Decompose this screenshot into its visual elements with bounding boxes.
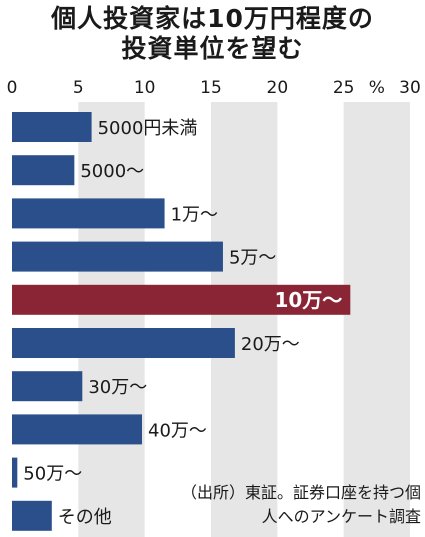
bar	[12, 414, 143, 445]
bar	[12, 500, 52, 531]
title-line-1: 個人投資家は10万円程度の	[51, 4, 374, 33]
bar	[12, 112, 92, 142]
bar-label: 5000円未満	[98, 118, 198, 139]
source-note-line-1: （出所）東証。証券口座を持つ個	[181, 483, 421, 502]
x-tick-label: 30	[399, 78, 421, 98]
bar-label: 40万～	[148, 420, 207, 441]
bar	[12, 457, 18, 488]
bar-label: 30万～	[88, 377, 147, 398]
x-tick-label: 10	[134, 78, 156, 98]
x-tick-label: 25	[333, 78, 355, 98]
bar-label: 5000～	[80, 161, 144, 182]
bar	[12, 155, 75, 186]
grid-band	[343, 102, 410, 537]
x-tick-label: 0	[7, 78, 18, 98]
x-tick-label: 20	[267, 78, 289, 98]
grid-band	[211, 102, 278, 537]
title-line-2: 投資単位を望む	[121, 34, 304, 63]
chart-title: 個人投資家は10万円程度の 投資単位を望む	[0, 4, 425, 64]
grid-band	[78, 102, 145, 537]
bar	[12, 198, 165, 229]
bar	[12, 241, 223, 272]
bar	[12, 328, 235, 358]
bar	[12, 371, 83, 402]
source-note-line-2: 人へのアンケート調査	[262, 507, 421, 526]
bar-highlight	[12, 284, 351, 315]
bar-label: その他	[58, 507, 112, 528]
bar-label: 50万～	[23, 464, 82, 485]
x-tick-label: 5	[73, 78, 84, 98]
x-unit-label: %	[369, 78, 385, 98]
bar-label: 20万～	[241, 334, 300, 355]
bar-label: 1万～	[171, 204, 218, 225]
bar-label-highlight: 10万～	[274, 288, 342, 312]
x-tick-label: 15	[200, 78, 222, 98]
bar-label: 5万～	[229, 248, 276, 269]
